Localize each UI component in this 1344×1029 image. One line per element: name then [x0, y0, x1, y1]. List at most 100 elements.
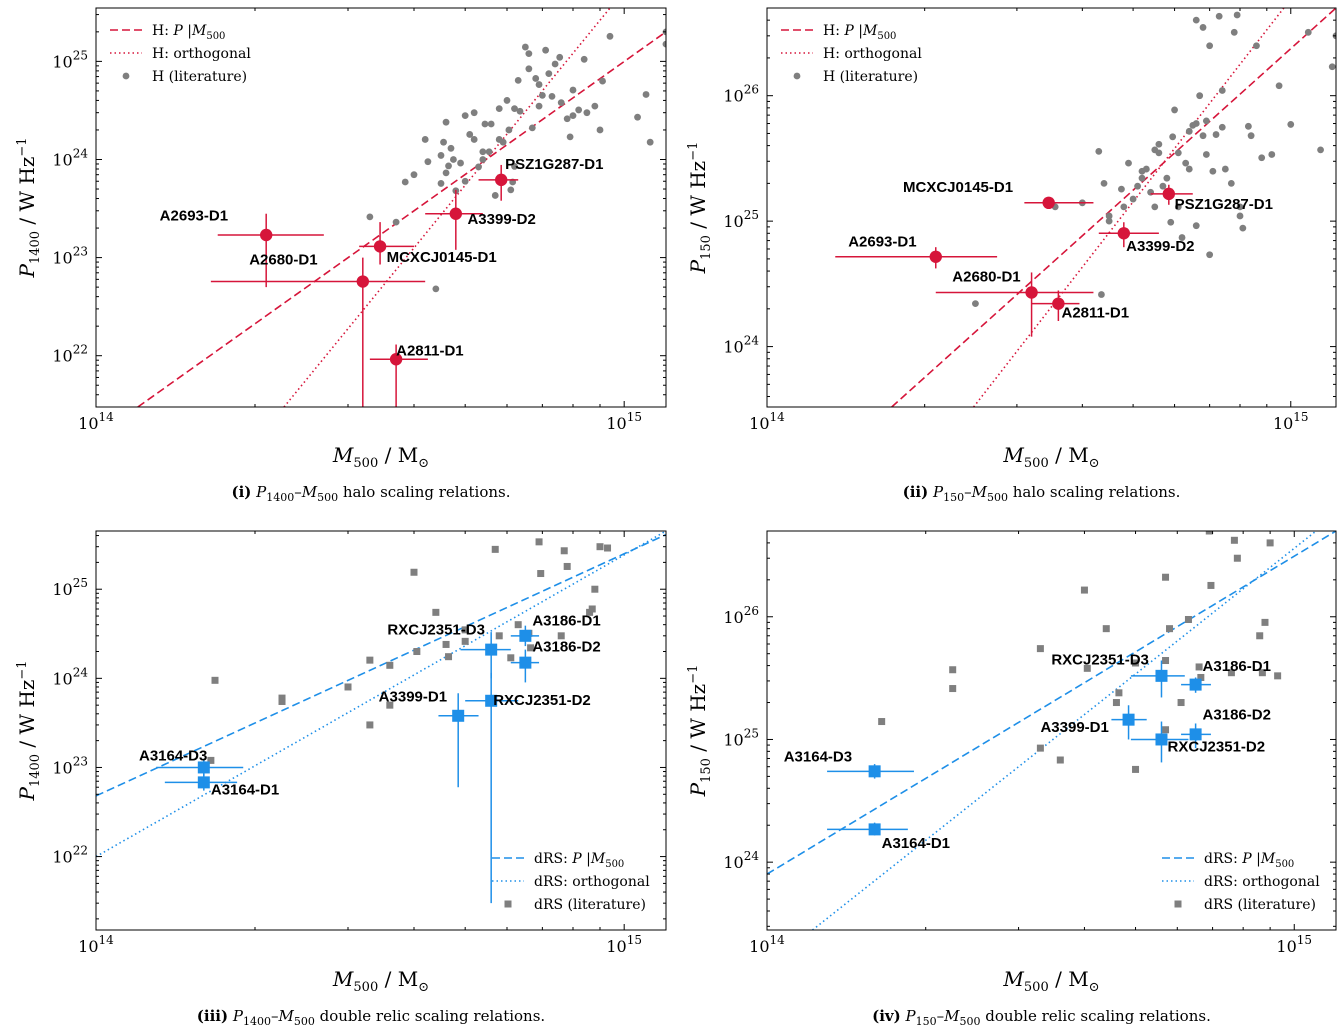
literature-point [386, 661, 394, 669]
literature-point [1163, 174, 1171, 182]
literature-point [1171, 106, 1178, 114]
literature-point [503, 97, 511, 104]
literature-point [599, 77, 606, 85]
literature-point [344, 683, 352, 691]
annotation-label: A2693-D1 [160, 207, 228, 224]
caption: (ii) P150–M500 halo scaling relations. [903, 483, 1181, 504]
y-tick-label: 1026 [723, 83, 759, 106]
axes-frame [95, 7, 667, 408]
literature-point [528, 124, 536, 132]
legend-label: H: orthogonal [823, 46, 922, 62]
literature-point [604, 544, 612, 552]
plot-area [835, 8, 1336, 407]
sample-point [197, 761, 210, 774]
literature-point [1274, 672, 1282, 680]
literature-point [432, 285, 440, 293]
literature-point [421, 136, 429, 143]
annotation-label: A3399-D2 [1126, 238, 1194, 255]
sample-point [868, 823, 881, 836]
sample-point [259, 228, 273, 242]
y-axis-label: P150 / W Hz−1 [686, 142, 714, 275]
literature-point [1233, 11, 1241, 19]
literature-point [1036, 645, 1044, 653]
literature-point [1317, 146, 1324, 154]
annotation-label: RXCJ2351-D2 [1168, 738, 1266, 755]
literature-point [596, 543, 604, 551]
x-tick-label: 1015 [606, 933, 642, 956]
y-axis-label: P1400 / W Hz−1 [15, 137, 43, 278]
caption: (i) P1400–M500 halo scaling relations. [231, 483, 510, 504]
sample-point [1122, 713, 1135, 726]
literature-point [535, 538, 543, 546]
legend-label: H (literature) [823, 69, 918, 85]
literature-point [1147, 188, 1155, 196]
annotation-label: A2811-D1 [396, 343, 464, 360]
literature-point [1258, 154, 1266, 162]
literature-point [507, 654, 515, 662]
x-tick-label: 1015 [1273, 410, 1309, 433]
literature-point [461, 637, 469, 645]
literature-point [491, 545, 499, 553]
x-tick-label: 1014 [78, 933, 114, 956]
legend-marker [504, 900, 512, 908]
annotation-label: RXCJ2351-D2 [493, 692, 591, 709]
literature-point [386, 701, 394, 709]
literature-point [535, 102, 543, 110]
literature-point [1105, 212, 1113, 220]
fit-line-dotted [283, 8, 611, 407]
literature-point [1287, 121, 1295, 128]
legend: dRS: P |M500 dRS: orthogonal dRS (literatu… [492, 851, 650, 913]
annotation-label: PSZ1G287-D1 [1175, 196, 1273, 213]
y-tick-label: 1023 [52, 245, 88, 268]
literature-point [1155, 149, 1163, 157]
fit-line-dotted [972, 8, 1285, 407]
literature-point [878, 718, 886, 726]
x-tick-label: 1014 [749, 933, 785, 956]
literature-point [410, 171, 418, 179]
literature-point [1215, 12, 1223, 20]
literature-point [479, 148, 487, 156]
y-tick-label: 1025 [723, 726, 759, 749]
annotation-label: MCXCJ0145-D1 [387, 249, 497, 266]
literature-point [557, 99, 565, 107]
x-tick-label: 1014 [749, 410, 785, 433]
literature-point [563, 115, 571, 123]
literature-point [1185, 165, 1193, 173]
literature-point [424, 158, 432, 166]
literature-point [1230, 28, 1238, 36]
literature-point [1177, 699, 1185, 707]
x-tick-label: 1014 [78, 410, 114, 433]
sample-point [356, 275, 370, 288]
literature-point [591, 585, 599, 593]
literature-point [1118, 185, 1125, 193]
literature-point [511, 105, 518, 113]
literature-point [1202, 151, 1210, 158]
y-tick-label: 1024 [723, 334, 759, 357]
literature-point [1239, 224, 1247, 232]
legend-label: dRS: orthogonal [1204, 874, 1320, 890]
sample-point [1155, 733, 1168, 746]
y-tick-label: 1022 [52, 844, 88, 867]
annotation-label: RXCJ2351-D3 [1051, 651, 1149, 668]
axes-frame [95, 530, 667, 931]
annotation-label: A3164-D1 [211, 781, 279, 798]
literature-point [1138, 167, 1146, 175]
plot-area [96, 531, 666, 904]
y-axis-label: P1400 / W Hz−1 [15, 660, 43, 801]
literature-point [556, 53, 564, 61]
literature-point [479, 156, 487, 163]
literature-point [1206, 251, 1214, 259]
y-tick-label: 1024 [723, 849, 759, 872]
literature-point [432, 608, 440, 616]
literature-point [511, 163, 518, 170]
y-tick-label: 1025 [723, 208, 759, 231]
literature-point [545, 70, 553, 78]
annotation-label: A3186-D1 [1203, 658, 1271, 675]
legend-label: H: P |M500 [823, 23, 896, 42]
literature-point [1196, 92, 1204, 100]
literature-point [1132, 765, 1140, 773]
sample-point [1025, 286, 1038, 299]
y-tick-label: 1026 [723, 604, 759, 627]
literature-point [1184, 615, 1192, 623]
